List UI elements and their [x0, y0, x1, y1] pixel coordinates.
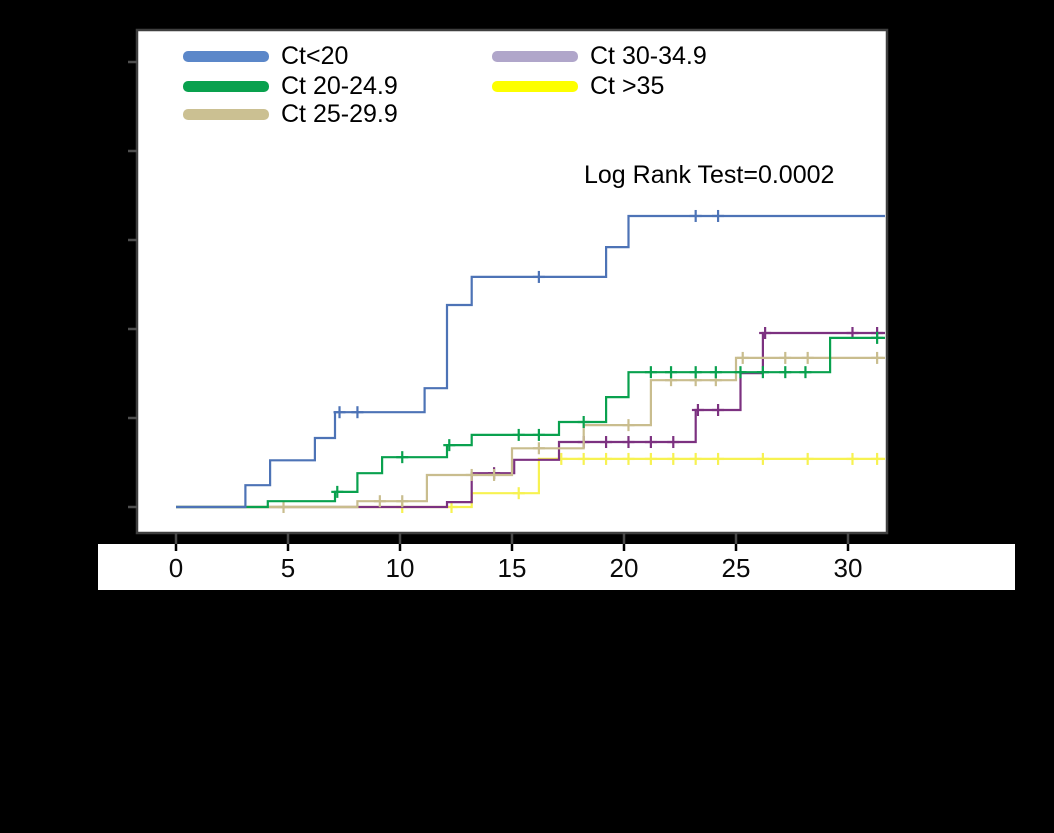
series-censors-4 — [396, 452, 884, 513]
x-tick-label-2: 10 — [386, 553, 415, 583]
x-tick-label-5: 25 — [722, 553, 751, 583]
x-tick-label-4: 20 — [610, 553, 639, 583]
x-axis-strip — [98, 544, 1015, 590]
curves-group — [176, 209, 885, 513]
x-tick-label-1: 5 — [281, 553, 295, 583]
x-tick-label-3: 15 — [498, 553, 527, 583]
x-tick-label-0: 0 — [169, 553, 183, 583]
x-tick-label-6: 30 — [834, 553, 863, 583]
series-censors-0 — [333, 209, 725, 419]
log-rank-annotation: Log Rank Test=0.0002 — [584, 161, 835, 189]
series-censors-2 — [277, 351, 884, 513]
series-censors-1 — [331, 331, 884, 498]
series-path-0 — [176, 214, 885, 509]
series-path-1 — [176, 336, 885, 509]
